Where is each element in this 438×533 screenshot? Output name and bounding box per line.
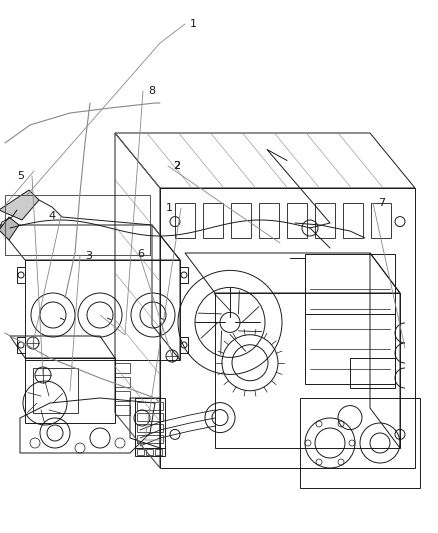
Text: 8: 8 xyxy=(148,86,155,96)
Bar xyxy=(155,449,162,455)
Polygon shape xyxy=(0,190,39,220)
Bar xyxy=(343,204,363,238)
Bar xyxy=(5,195,150,255)
Bar xyxy=(259,204,279,238)
Text: 1: 1 xyxy=(166,203,173,213)
Text: 1: 1 xyxy=(190,19,197,29)
Bar xyxy=(115,405,130,415)
Bar xyxy=(287,204,307,238)
Bar xyxy=(33,368,78,413)
Bar xyxy=(137,402,163,410)
Bar xyxy=(115,377,130,387)
Bar xyxy=(5,195,150,255)
Bar xyxy=(175,204,195,238)
Bar xyxy=(231,204,251,238)
Bar xyxy=(135,448,165,456)
Bar xyxy=(137,435,163,443)
Bar xyxy=(300,398,420,488)
Bar xyxy=(137,413,163,421)
Bar xyxy=(350,358,395,388)
Text: 5: 5 xyxy=(17,171,24,181)
Text: 2: 2 xyxy=(173,161,180,171)
Bar xyxy=(115,363,130,373)
Text: 7: 7 xyxy=(378,198,385,208)
Bar xyxy=(115,391,130,401)
Bar xyxy=(135,398,165,448)
Bar xyxy=(203,204,223,238)
Bar xyxy=(137,424,163,432)
Bar xyxy=(371,204,391,238)
Text: 2: 2 xyxy=(173,161,180,171)
Text: 6: 6 xyxy=(137,249,144,259)
Text: 3: 3 xyxy=(85,251,92,261)
Polygon shape xyxy=(0,217,19,240)
Bar xyxy=(137,449,144,455)
Bar xyxy=(146,449,153,455)
Bar xyxy=(315,204,335,238)
Text: 4: 4 xyxy=(49,211,56,221)
Bar xyxy=(305,254,395,384)
